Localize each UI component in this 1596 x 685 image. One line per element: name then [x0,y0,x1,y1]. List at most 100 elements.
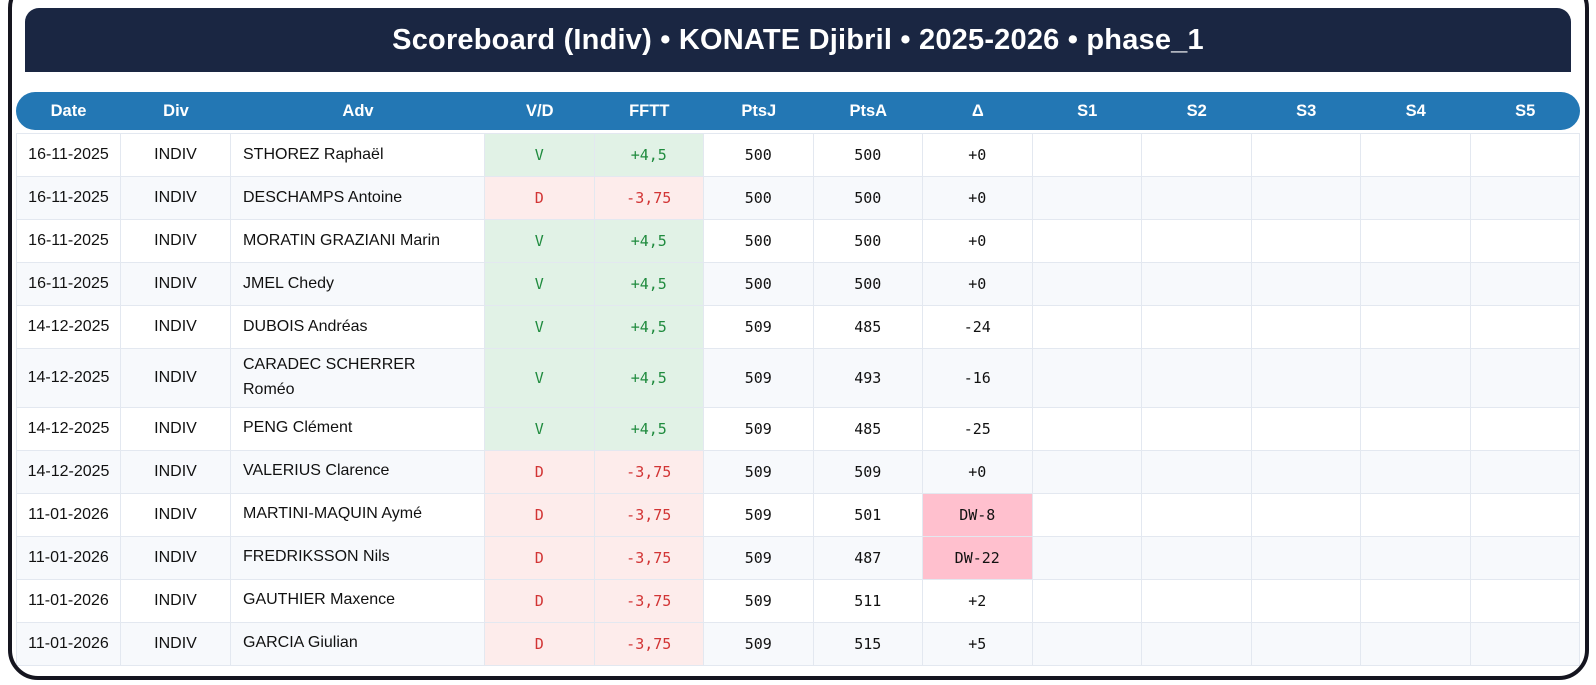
cell-vd: D [485,493,595,537]
cell-s4 [1361,536,1471,580]
cell-vd: D [485,177,595,220]
cell-ptsa: 501 [813,493,923,537]
cell-s2 [1142,450,1252,494]
cell-adv: DESCHAMPS Antoine [231,177,485,220]
cell-s1 [1032,579,1142,623]
cell-s4 [1361,450,1471,494]
cell-adv: STHOREZ Raphaël [231,134,485,177]
cell-fftt: +4,5 [594,407,704,451]
cell-s4 [1361,306,1471,349]
cell-adv: MORATIN GRAZIANI Marin [231,220,485,263]
table-row: 14-12-2025 INDIV DUBOIS Andréas V +4,5 509 485… [16,306,1580,349]
cell-div: INDIV [121,493,231,537]
cell-fftt: +4,5 [594,306,704,349]
cell-vd: V [485,134,595,177]
cell-div: INDIV [121,220,231,263]
cell-ptsa: 485 [813,306,923,349]
cell-s5 [1470,407,1580,451]
cell-delta: DW-22 [923,536,1033,580]
cell-delta: DW-8 [923,493,1033,537]
cell-s3 [1251,407,1361,451]
cell-s5 [1470,493,1580,537]
cell-s3 [1251,220,1361,263]
cell-fftt: -3,75 [594,493,704,537]
scoreboard-table: Date Div Adv V/D FFTT PtsJ PtsA Δ S1 S2 S3 S4 S5 16-… [16,92,1580,666]
cell-ptsa: 493 [813,349,923,408]
cell-delta: -24 [923,306,1033,349]
cell-s5 [1470,177,1580,220]
column-header-s5: S5 [1515,101,1536,120]
cell-s4 [1361,134,1471,177]
cell-date: 16-11-2025 [16,263,121,306]
cell-ptsj: 500 [704,263,814,306]
cell-fftt: +4,5 [594,134,704,177]
cell-adv: FREDRIKSSON Nils [231,536,485,580]
cell-date: 11-01-2026 [16,536,121,580]
cell-adv: MARTINI-MAQUIN Aymé [231,493,485,537]
cell-ptsa: 511 [813,579,923,623]
cell-ptsa: 500 [813,177,923,220]
cell-s4 [1361,622,1471,666]
table-row: 16-11-2025 INDIV DESCHAMPS Antoine D -3,75 50… [16,177,1580,220]
column-header-adv: Adv [342,101,374,120]
cell-adv: VALERIUS Clarence [231,450,485,494]
cell-vd: D [485,579,595,623]
cell-s2 [1142,306,1252,349]
cell-s1 [1032,177,1142,220]
column-header-delta: Δ [971,101,984,120]
cell-delta: -25 [923,407,1033,451]
table-row: 16-11-2025 INDIV MORATIN GRAZIANI Marin V +4… [16,220,1580,263]
cell-s3 [1251,493,1361,537]
cell-fftt: -3,75 [594,622,704,666]
title-bar: Scoreboard (Indiv) • KONATE Djibril • 20… [25,8,1571,72]
cell-s2 [1142,220,1252,263]
cell-date: 16-11-2025 [16,220,121,263]
cell-date: 14-12-2025 [16,450,121,494]
cell-vd: V [485,306,595,349]
column-header-s1: S1 [1077,101,1098,120]
cell-fftt: +4,5 [594,220,704,263]
cell-div: INDIV [121,536,231,580]
cell-delta: +0 [923,263,1033,306]
table-row: 11-01-2026 INDIV FREDRIKSSON Nils D -3,75 509… [16,536,1580,580]
cell-s2 [1142,349,1252,408]
cell-s2 [1142,263,1252,306]
cell-s2 [1142,134,1252,177]
cell-s5 [1470,622,1580,666]
cell-fftt: +4,5 [594,349,704,408]
cell-s3 [1251,263,1361,306]
cell-s2 [1142,177,1252,220]
cell-date: 11-01-2026 [16,493,121,537]
cell-ptsj: 509 [704,493,814,537]
cell-vd: D [485,450,595,494]
cell-fftt: -3,75 [594,450,704,494]
cell-fftt: -3,75 [594,177,704,220]
cell-div: INDIV [121,177,231,220]
cell-s4 [1361,407,1471,451]
cell-s5 [1470,450,1580,494]
cell-ptsj: 509 [704,407,814,451]
cell-adv: DUBOIS Andréas [231,306,485,349]
cell-delta: +0 [923,134,1033,177]
cell-s4 [1361,493,1471,537]
cell-ptsj: 509 [704,349,814,408]
cell-div: INDIV [121,579,231,623]
cell-vd: V [485,407,595,451]
cell-delta: -16 [923,349,1033,408]
cell-s1 [1032,536,1142,580]
cell-s5 [1470,134,1580,177]
cell-s5 [1470,536,1580,580]
cell-s4 [1361,579,1471,623]
cell-s1 [1032,450,1142,494]
cell-s2 [1142,407,1252,451]
cell-s5 [1470,349,1580,408]
table-row: 16-11-2025 INDIV STHOREZ Raphaël V +4,5 500 50… [16,134,1580,177]
cell-ptsj: 500 [704,177,814,220]
cell-s4 [1361,263,1471,306]
cell-s3 [1251,536,1361,580]
cell-s1 [1032,407,1142,451]
cell-delta: +2 [923,579,1033,623]
cell-delta: +0 [923,220,1033,263]
cell-s3 [1251,177,1361,220]
